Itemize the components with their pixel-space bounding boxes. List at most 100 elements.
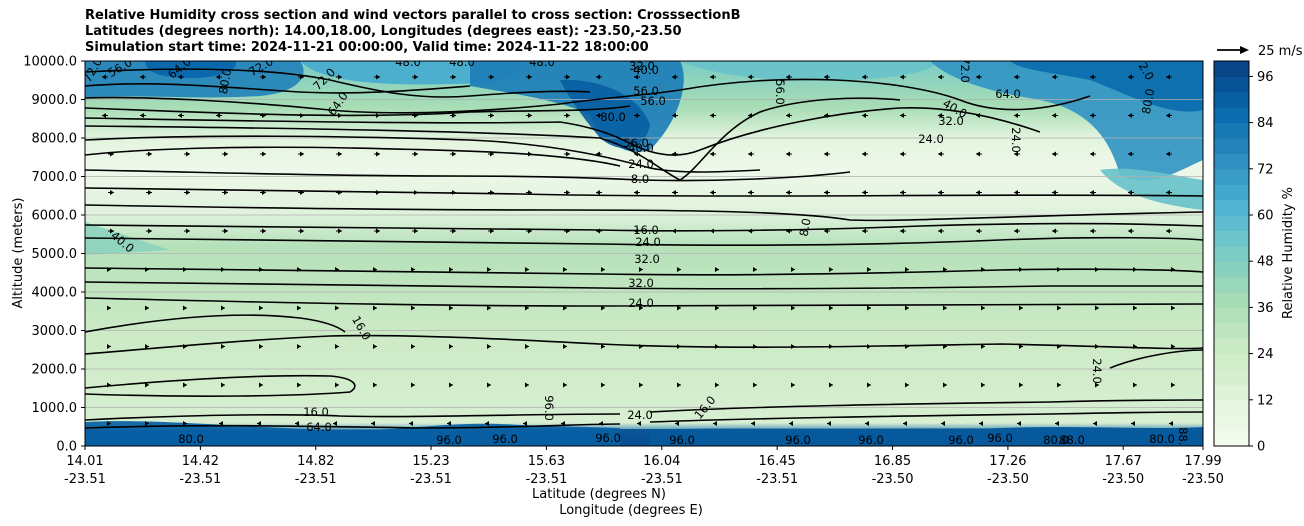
contour-label-29: 16.0 — [633, 223, 659, 237]
wind-arrow-head-220 — [449, 344, 453, 349]
wind-arrow-head-9 — [414, 74, 418, 80]
wind-arrow-head-99 — [414, 190, 418, 195]
wind-arrow-head-248 — [373, 382, 377, 388]
colorbar-band-92 — [1214, 76, 1249, 93]
wind-arrow-head-117 — [1090, 190, 1094, 195]
contour-line-5 — [85, 106, 1041, 156]
wind-arrow-218 — [373, 344, 377, 349]
wind-arrow-3 — [178, 74, 184, 80]
wind-arrow-215 — [259, 344, 263, 349]
x-tick-label-longitude: -23.50 — [987, 472, 1029, 487]
wind-arrow-head-54 — [976, 113, 980, 118]
wind-arrow-190 — [449, 305, 453, 311]
wind-arrow-67 — [336, 151, 342, 157]
wind-arrow-257 — [715, 382, 719, 388]
wind-arrow-262 — [905, 382, 909, 388]
wind-arrow-head-139 — [786, 228, 790, 234]
wind-arrow-head-295 — [1017, 421, 1021, 426]
contour-label-32: 32.0 — [628, 276, 654, 290]
y-tick-label: 5000.0 — [32, 247, 78, 262]
wind-arrow-head-244 — [221, 382, 225, 388]
colorbar-band-96 — [1214, 61, 1249, 77]
x-tick-label-longitude: -23.51 — [64, 472, 106, 487]
wind-arrow-105 — [634, 190, 640, 195]
wind-arrow-24 — [976, 74, 982, 80]
wind-arrow-236 — [1057, 344, 1061, 349]
wind-arrow-head-216 — [297, 344, 301, 349]
wind-arrow-head-324 — [979, 460, 983, 465]
wind-arrow-77 — [710, 151, 716, 157]
wind-arrow-head-118 — [1128, 190, 1132, 195]
wind-arrow-head-153 — [183, 267, 187, 272]
wind-arrow-243 — [183, 382, 187, 388]
wind-arrow-165 — [639, 267, 643, 272]
wind-arrow-head-87 — [1090, 151, 1094, 157]
wind-arrow-142 — [900, 228, 906, 234]
wind-arrow-head-213 — [183, 344, 187, 349]
wind-arrow-head-68 — [376, 151, 380, 157]
wind-arrow-head-304 — [219, 460, 223, 465]
wind-arrow-94 — [222, 190, 228, 195]
y-tick-label: 6000.0 — [32, 209, 78, 224]
contour-label-47: 96.0 — [858, 433, 884, 447]
colorbar-label: Relative Humidity % — [1281, 187, 1296, 319]
wind-arrow-head-46 — [672, 113, 676, 118]
wind-arrow-head-200 — [829, 305, 833, 311]
wind-arrow-245 — [259, 382, 263, 388]
wind-arrow-head-169 — [791, 267, 795, 272]
wind-arrow-head-93 — [186, 190, 190, 195]
wind-arrow-head-204 — [981, 305, 985, 311]
wind-arrow-81 — [862, 151, 868, 157]
wind-arrow-61 — [108, 151, 114, 157]
wind-arrow-head-253 — [563, 382, 567, 388]
wind-arrow-26 — [1052, 74, 1058, 80]
wind-arrow-122 — [146, 228, 152, 234]
contour-label-52: 96.0 — [987, 431, 1013, 445]
wind-arrow-head-16 — [672, 74, 676, 80]
wind-arrow-head-25 — [1014, 74, 1018, 80]
wind-arrow-63 — [184, 151, 190, 157]
wind-arrow-36 — [298, 113, 304, 118]
wind-arrow-head-135 — [634, 228, 638, 234]
wind-arrow-head-224 — [601, 344, 605, 349]
wind-arrow-head-137 — [710, 228, 714, 234]
wind-arrow-head-291 — [865, 421, 869, 426]
wind-arrow-head-315 — [637, 460, 641, 465]
y-tick-label: 9000.0 — [32, 93, 78, 108]
wind-arrow-head-269 — [1171, 382, 1175, 388]
wind-arrow-286 — [675, 421, 679, 426]
wind-arrow-229 — [791, 344, 795, 349]
wind-arrow-12 — [526, 74, 532, 80]
wind-arrow-221 — [487, 344, 491, 349]
wind-arrow-head-176 — [1057, 267, 1061, 272]
wind-arrow-head-208 — [1133, 305, 1137, 311]
wind-arrow-head-126 — [300, 228, 304, 234]
wind-arrow-head-285 — [637, 421, 641, 426]
plot-area: 72.0 56.0 64.0 72.080.0 72.064.048.0 48.0 48.0… — [85, 61, 1213, 465]
wind-arrow-240 — [1209, 344, 1213, 349]
wind-arrow-224 — [601, 344, 605, 349]
wind-arrow-head-173 — [943, 267, 947, 272]
wind-arrow-head-107 — [710, 190, 714, 195]
wind-arrow-head-138 — [748, 228, 752, 234]
wind-arrow-head-19 — [786, 74, 790, 80]
colorbar-band-16 — [1214, 369, 1249, 385]
wind-arrow-head-160 — [449, 267, 453, 272]
wind-arrow-head-102 — [528, 190, 532, 195]
x-tick-label-longitude: -23.50 — [1102, 472, 1144, 487]
contour-label-53: 80.0 — [1149, 432, 1175, 446]
wind-arrow-head-235 — [1019, 344, 1023, 349]
wind-arrow-235 — [1019, 344, 1023, 349]
wind-arrow-head-179 — [1171, 267, 1175, 272]
wind-arrow-185 — [259, 305, 263, 311]
wind-arrow-312 — [523, 460, 527, 465]
wind-arrow-195 — [639, 305, 643, 311]
colorbar-band-68 — [1214, 168, 1249, 185]
wind-arrow-head-223 — [563, 344, 567, 349]
wind-arrow-head-247 — [335, 382, 339, 388]
wind-arrow-head-188 — [373, 305, 377, 311]
wind-arrow-head-28 — [1128, 74, 1132, 80]
wind-arrow-281 — [485, 421, 489, 426]
wind-arrow-207 — [1095, 305, 1099, 311]
